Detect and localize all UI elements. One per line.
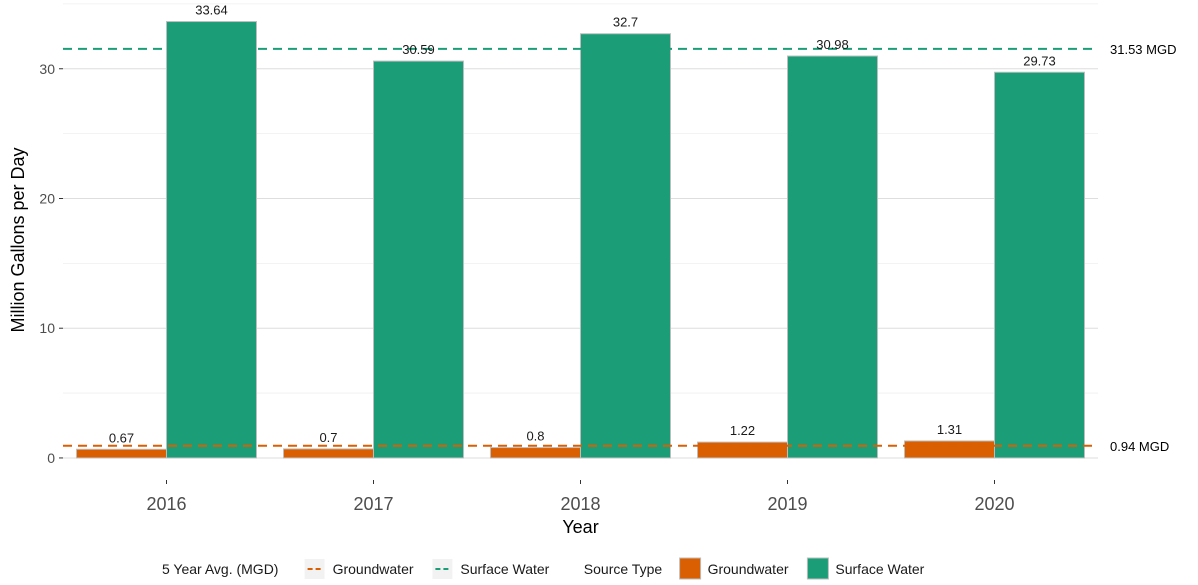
legend-label-surface-water: Surface Water [460, 561, 549, 577]
bar-surface-water-2019 [787, 55, 878, 459]
data-label-groundwater-2016: 0.67 [109, 430, 134, 445]
bar-surface-water-2020 [994, 71, 1085, 459]
data-label-surface-water-2019: 30.98 [816, 37, 849, 52]
bar-surface-water-2017 [373, 60, 464, 459]
legend-key-background [304, 559, 325, 579]
y-tick-label: 20 [39, 190, 55, 206]
legend-key-box-groundwater [679, 557, 702, 580]
x-axis-title: Year [562, 517, 598, 537]
data-label-surface-water-2020: 29.73 [1023, 53, 1056, 68]
legend-title: Source Type [584, 561, 663, 577]
y-axis: 0 10 20 30 [39, 61, 63, 466]
x-tick-label: 2019 [767, 494, 807, 514]
data-labels: 0.67 33.64 0.7 30.59 0.8 32.7 1.22 30.98 1.31 29.… [109, 3, 1056, 446]
bar-groundwater-2018 [490, 447, 581, 459]
legend-label-groundwater: Groundwater [708, 561, 789, 577]
data-label-surface-water-2016: 33.64 [195, 3, 228, 18]
x-axis: 2016 2017 2018 2019 2020 [146, 480, 1015, 514]
data-label-groundwater-2020: 1.31 [937, 422, 962, 437]
legend-key-box-surface-water [806, 557, 829, 580]
bar-groundwater-2019 [697, 441, 788, 459]
legend-label-surface-water: Surface Water [835, 561, 924, 577]
legend-label-groundwater: Groundwater [333, 561, 414, 577]
bar-groundwater-2016 [76, 448, 167, 459]
x-tick-label: 2020 [974, 494, 1014, 514]
data-label-surface-water-2017: 30.59 [402, 42, 435, 57]
legend: 5 Year Avg. (MGD) Groundwater Surface Wate… [162, 557, 925, 580]
x-tick-label: 2017 [353, 494, 393, 514]
y-tick-label: 0 [47, 450, 55, 466]
bars [76, 21, 1085, 459]
y-tick-label: 30 [39, 61, 55, 77]
x-tick-label: 2016 [146, 494, 186, 514]
bar-groundwater-2020 [904, 440, 995, 459]
data-label-groundwater-2018: 0.8 [526, 429, 544, 444]
data-label-groundwater-2019: 1.22 [730, 423, 755, 438]
data-label-groundwater-2017: 0.7 [319, 430, 337, 445]
data-label-surface-water-2018: 32.7 [613, 15, 638, 30]
x-tick-label: 2018 [560, 494, 600, 514]
legend-title: 5 Year Avg. (MGD) [162, 561, 278, 577]
bar-groundwater-2017 [283, 448, 374, 459]
y-tick-label: 10 [39, 320, 55, 336]
y-axis-title: Million Gallons per Day [8, 147, 28, 332]
bar-surface-water-2016 [166, 21, 257, 459]
reference-lines: 0.94 MGD 31.53 MGD [63, 42, 1176, 454]
bar-surface-water-2018 [580, 33, 671, 459]
reference-label-groundwater: 0.94 MGD [1110, 439, 1169, 454]
reference-label-surface-water: 31.53 MGD [1110, 42, 1176, 57]
legend-key-background [432, 559, 453, 579]
